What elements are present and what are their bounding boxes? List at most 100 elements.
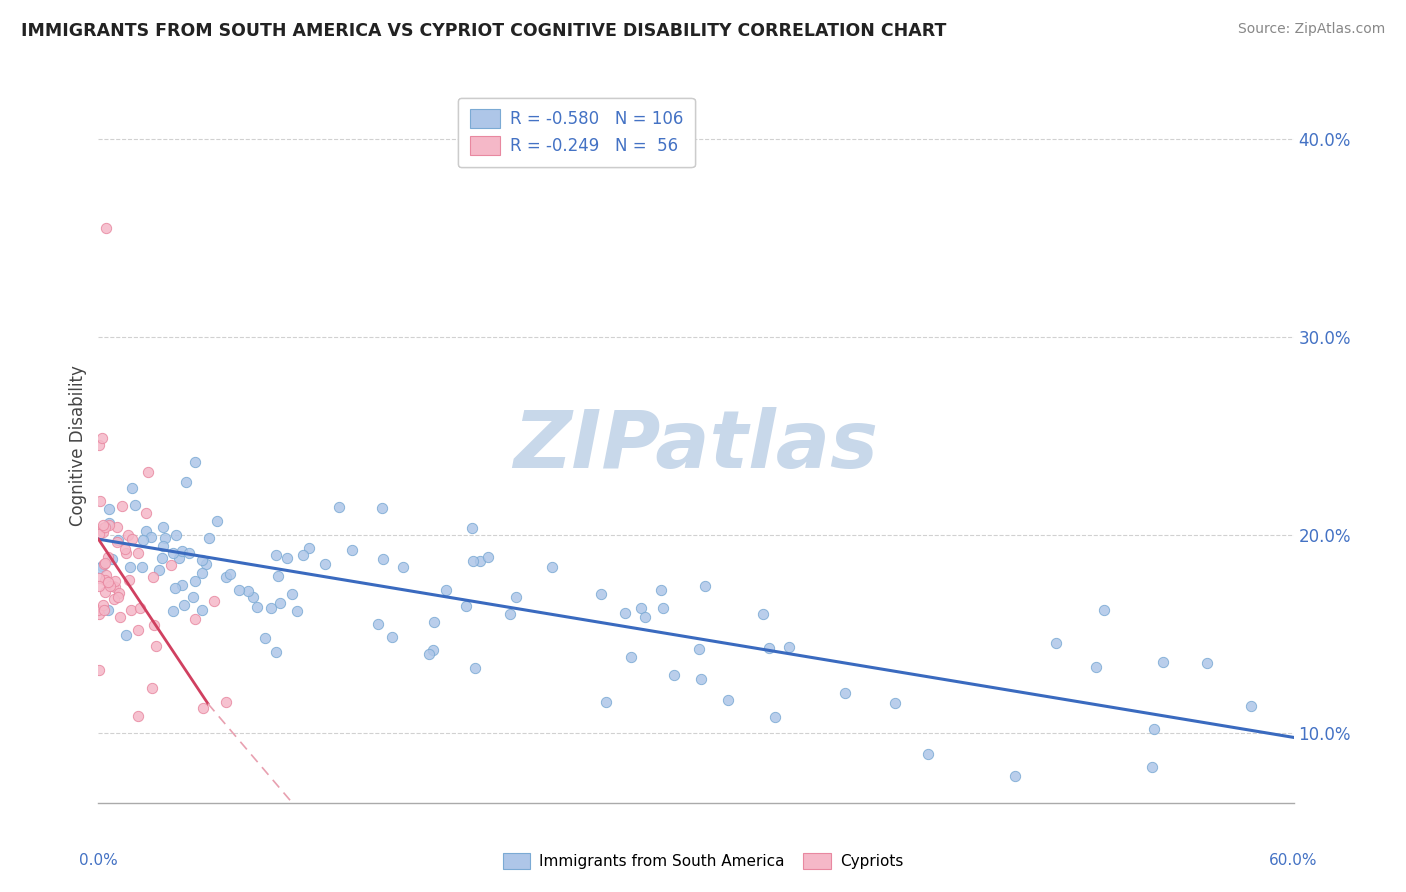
Point	[392, 559, 415, 574]
Point	[162, 604, 184, 618]
Point	[105, 535, 128, 549]
Point	[115, 546, 138, 560]
Point	[291, 549, 314, 563]
Point	[276, 550, 298, 565]
Point	[688, 642, 710, 657]
Point	[215, 570, 238, 584]
Point	[454, 599, 477, 613]
Text: Source: ZipAtlas.com: Source: ZipAtlas.com	[1237, 22, 1385, 37]
Point	[111, 500, 134, 514]
Point	[314, 557, 336, 571]
Point	[218, 566, 240, 581]
Point	[142, 617, 165, 632]
Point	[104, 580, 127, 594]
Point	[87, 438, 110, 452]
Point	[87, 603, 110, 617]
Point	[87, 663, 110, 677]
Point	[91, 558, 114, 573]
Point	[381, 630, 404, 644]
Point	[328, 500, 350, 515]
Point	[172, 544, 194, 558]
Point	[176, 475, 198, 490]
Text: IMMIGRANTS FROM SOUTH AMERICA VS CYPRIOT COGNITIVE DISABILITY CORRELATION CHART: IMMIGRANTS FROM SOUTH AMERICA VS CYPRIOT…	[21, 22, 946, 40]
Point	[120, 560, 142, 574]
Point	[619, 649, 641, 664]
Point	[121, 481, 143, 495]
Point	[120, 603, 142, 617]
Point	[131, 559, 153, 574]
Point	[155, 532, 177, 546]
Point	[89, 561, 111, 575]
Point	[266, 548, 288, 562]
Point	[202, 594, 225, 608]
Point	[367, 616, 389, 631]
Point	[285, 604, 308, 618]
Point	[165, 528, 187, 542]
Point	[93, 558, 115, 572]
Point	[139, 530, 162, 544]
Point	[246, 600, 269, 615]
Point	[190, 553, 212, 567]
Point	[652, 600, 675, 615]
Legend: R = -0.580   N = 106, R = -0.249   N =  56: R = -0.580 N = 106, R = -0.249 N = 56	[458, 97, 695, 167]
Point	[834, 686, 856, 700]
Point	[763, 710, 786, 724]
Point	[108, 586, 131, 600]
Point	[260, 600, 283, 615]
Point	[121, 532, 143, 546]
Point	[1092, 603, 1115, 617]
Point	[91, 518, 114, 533]
Point	[163, 581, 186, 595]
Point	[1004, 769, 1026, 783]
Point	[136, 466, 159, 480]
Point	[101, 552, 124, 566]
Point	[107, 533, 129, 548]
Point	[264, 645, 287, 659]
Point	[505, 590, 527, 604]
Point	[917, 747, 939, 761]
Point	[1045, 636, 1067, 650]
Point	[191, 566, 214, 581]
Point	[89, 579, 111, 593]
Point	[883, 696, 905, 710]
Point	[148, 563, 170, 577]
Point	[460, 521, 482, 535]
Point	[190, 603, 212, 617]
Point	[205, 514, 228, 528]
Point	[269, 597, 291, 611]
Point	[98, 579, 121, 593]
Legend: Immigrants from South America, Cypriots: Immigrants from South America, Cypriots	[496, 847, 910, 875]
Point	[1195, 656, 1218, 670]
Point	[464, 661, 486, 675]
Point	[1140, 760, 1163, 774]
Point	[87, 527, 110, 541]
Point	[634, 610, 657, 624]
Point	[91, 524, 114, 539]
Point	[91, 598, 114, 612]
Point	[103, 579, 125, 593]
Point	[97, 549, 120, 564]
Point	[127, 546, 149, 560]
Point	[97, 518, 120, 533]
Point	[418, 648, 440, 662]
Point	[97, 574, 120, 589]
Point	[117, 528, 139, 542]
Point	[195, 557, 218, 571]
Point	[198, 531, 221, 545]
Point	[281, 587, 304, 601]
Point	[107, 590, 129, 604]
Point	[152, 539, 174, 553]
Point	[128, 600, 150, 615]
Point	[91, 431, 114, 445]
Point	[87, 571, 110, 585]
Point	[142, 570, 165, 584]
Text: ZIPatlas: ZIPatlas	[513, 407, 879, 485]
Point	[1240, 699, 1263, 714]
Point	[228, 582, 250, 597]
Point	[758, 640, 780, 655]
Point	[94, 585, 117, 599]
Point	[105, 520, 128, 534]
Point	[184, 454, 207, 468]
Text: 60.0%: 60.0%	[1270, 853, 1317, 868]
Point	[184, 612, 207, 626]
